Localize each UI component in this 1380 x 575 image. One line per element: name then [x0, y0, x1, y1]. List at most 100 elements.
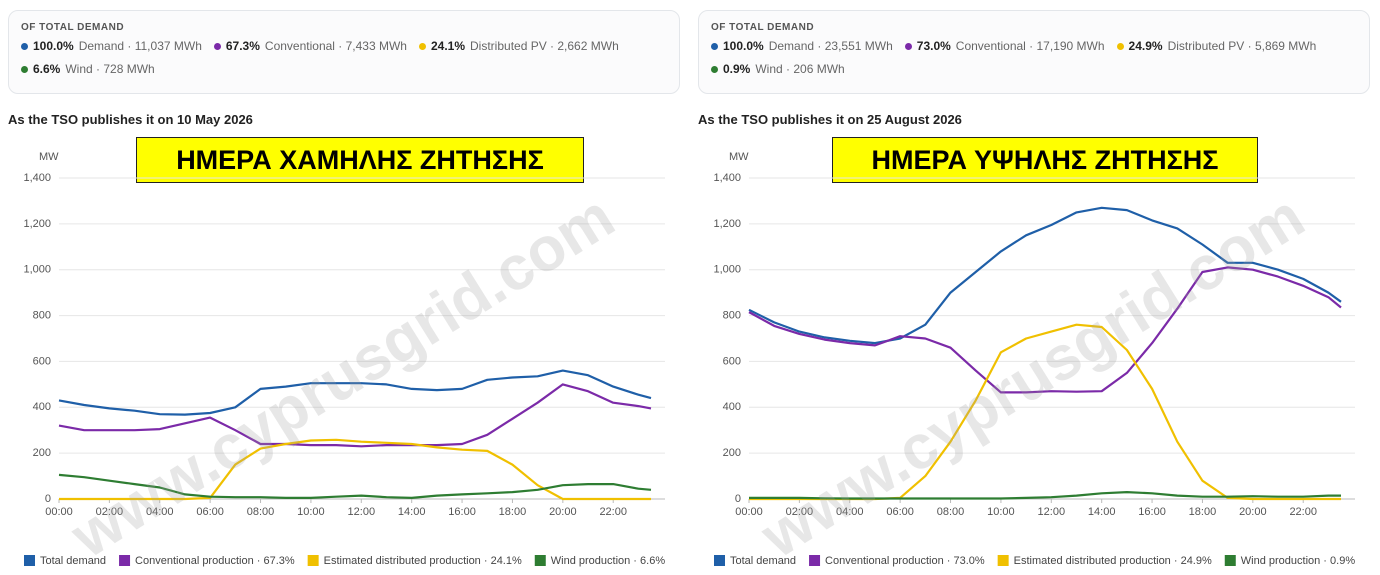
x-tick-label: 14:00: [1088, 506, 1116, 518]
caption: As the TSO publishes it on 10 May 2026: [8, 112, 253, 127]
summary-label: Conventional · 17,190 MWh: [955, 39, 1105, 53]
watermark: www.cyprusgrid.com: [59, 182, 626, 572]
x-tick-label: 18:00: [499, 506, 527, 518]
y-tick-label: 600: [723, 355, 741, 367]
summary-percent: 24.9%: [1128, 39, 1163, 53]
legend-label: Total demand: [730, 555, 796, 567]
summary-label: Demand · 23,551 MWh: [768, 39, 893, 53]
series-line: [59, 438, 651, 501]
summary-title: OF TOTAL DEMAND: [711, 22, 815, 33]
y-tick-label: 800: [723, 309, 741, 321]
series-line: [748, 206, 1342, 345]
summary-percent: 73.0%: [916, 39, 951, 53]
legend-label: Conventional production · 73.0%: [825, 555, 985, 567]
summary-item: 0.9% Wind · 206 MWh: [711, 62, 845, 76]
y-tick-label: 0: [45, 493, 51, 505]
series-line: [749, 491, 1341, 500]
x-tick-label: 10:00: [987, 506, 1015, 518]
x-tick-label: 00:00: [735, 506, 763, 518]
x-tick-label: 20:00: [1239, 506, 1267, 518]
summary-label: Wind · 728 MWh: [65, 62, 155, 76]
summary-percent: 100.0%: [723, 39, 764, 53]
summary-label: Wind · 206 MWh: [755, 62, 845, 76]
watermark: www.cyprusgrid.com: [749, 182, 1316, 572]
summary-item: 24.9% Distributed PV · 5,869 MWh: [1116, 39, 1317, 53]
legend-label: Wind production · 0.9%: [1241, 555, 1356, 567]
y-tick-label: 800: [33, 309, 51, 321]
summary-label: Demand · 11,037 MWh: [78, 39, 202, 53]
summary-item: 67.3% Conventional · 7,433 MWh: [213, 39, 407, 53]
legend-label: Estimated distributed production · 24.9%: [1014, 555, 1212, 567]
y-tick-label: 0: [735, 493, 741, 505]
y-tick-label: 600: [33, 355, 51, 367]
summary-panel: OF TOTAL DEMAND 100.0% Demand · 23,551 MWh…: [698, 10, 1370, 94]
series-line: [58, 383, 652, 448]
summary-label: Distributed PV · 2,662 MWh: [470, 39, 619, 53]
y-tick-label: 1,000: [23, 264, 51, 276]
summary-dot: [711, 65, 718, 73]
legend-swatch: [1224, 555, 1236, 566]
x-tick-label: 22:00: [1289, 506, 1317, 518]
summary-percent: 67.3%: [225, 39, 260, 53]
x-tick-label: 22:00: [599, 506, 627, 518]
legend-label: Total demand: [40, 555, 106, 567]
legend-swatch: [997, 555, 1009, 566]
y-tick-label: 1,400: [23, 172, 51, 184]
summary-percent: 100.0%: [33, 39, 74, 53]
y-unit: MW: [39, 151, 59, 163]
legend-label: Estimated distributed production · 24.1%: [324, 555, 522, 567]
summary-items: 100.0% Demand · 11,037 MWh 67.3% Convention…: [21, 39, 661, 76]
y-tick-label: 1,200: [23, 218, 51, 230]
summary-dot: [213, 42, 221, 50]
x-tick-label: 06:00: [886, 506, 914, 518]
x-tick-label: 08:00: [937, 506, 965, 518]
y-tick-label: 200: [33, 447, 51, 459]
legend-swatch: [534, 555, 546, 566]
legend-swatch: [809, 555, 821, 566]
x-tick-label: 08:00: [247, 506, 275, 518]
legend-swatch: [307, 555, 319, 566]
summary-items: 100.0% Demand · 23,551 MWh 73.0% Convention…: [711, 39, 1351, 76]
series-line: [58, 473, 652, 499]
x-tick-label: 16:00: [448, 506, 476, 518]
x-tick-label: 16:00: [1138, 506, 1166, 518]
x-tick-label: 18:00: [1189, 506, 1217, 518]
x-tick-label: 02:00: [786, 506, 814, 518]
summary-dot: [711, 42, 718, 50]
legend-swatch: [24, 555, 35, 566]
banner: ΗΜΕΡΑ ΥΨΗΛΗΣ ΖΗΤΗΣΗΣ: [832, 137, 1258, 183]
summary-item: 100.0% Demand · 23,551 MWh: [711, 39, 893, 53]
y-tick-label: 1,400: [713, 172, 741, 184]
y-tick-label: 1,000: [713, 264, 741, 276]
y-tick-label: 1,200: [713, 218, 741, 230]
x-tick-label: 06:00: [196, 506, 224, 518]
caption: As the TSO publishes it on 25 August 202…: [698, 112, 962, 127]
legend-swatch: [119, 555, 131, 566]
summary-title: OF TOTAL DEMAND: [21, 22, 125, 33]
summary-dot: [21, 42, 28, 50]
y-tick-label: 400: [723, 401, 741, 413]
x-tick-label: 12:00: [1038, 506, 1066, 518]
summary-panel: OF TOTAL DEMAND 100.0% Demand · 11,037 MWh…: [8, 10, 680, 94]
x-tick-label: 04:00: [836, 506, 864, 518]
x-tick-label: 04:00: [146, 506, 174, 518]
x-tick-label: 14:00: [398, 506, 426, 518]
y-unit: MW: [729, 151, 749, 163]
banner: ΗΜΕΡΑ ΧΑΜΗΛΗΣ ΖΗΤΗΣΗΣ: [136, 137, 584, 183]
y-tick-label: 200: [723, 447, 741, 459]
summary-item: 6.6% Wind · 728 MWh: [21, 62, 155, 76]
summary-label: Distributed PV · 5,869 MWh: [1167, 39, 1317, 53]
summary-label: Conventional · 7,433 MWh: [264, 39, 407, 53]
x-tick-label: 10:00: [297, 506, 325, 518]
summary-percent: 24.1%: [430, 39, 466, 53]
summary-dot: [904, 42, 912, 50]
summary-dot: [418, 42, 426, 50]
series-line: [748, 266, 1342, 394]
x-tick-label: 12:00: [348, 506, 376, 518]
summary-percent: 0.9%: [723, 62, 751, 76]
series-line: [58, 369, 652, 416]
legend-label: Conventional production · 67.3%: [135, 555, 295, 567]
summary-item: 24.1% Distributed PV · 2,662 MWh: [418, 39, 619, 53]
